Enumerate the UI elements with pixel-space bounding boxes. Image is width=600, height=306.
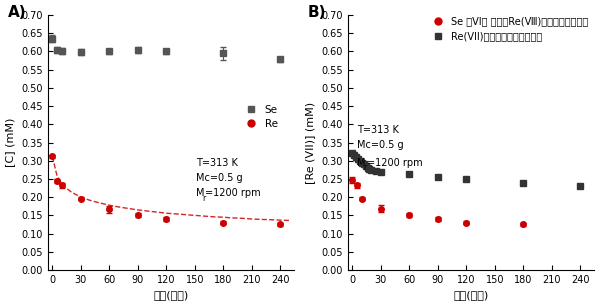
Y-axis label: [C] (mM): [C] (mM) xyxy=(5,118,16,167)
X-axis label: 时间(分钟): 时间(分钟) xyxy=(154,290,188,300)
Y-axis label: [Re (VII)] (mM): [Re (VII)] (mM) xyxy=(305,102,316,184)
Text: Mc=0.5 g: Mc=0.5 g xyxy=(358,140,404,150)
Text: M: M xyxy=(358,158,366,168)
Text: r: r xyxy=(364,163,367,172)
Text: M: M xyxy=(196,188,204,198)
Text: Mc=0.5 g: Mc=0.5 g xyxy=(196,173,242,183)
Legend: Se （VI） 存在下Re(Ⅷ)的吸附动力学曲线, Re(VII)单元素吸附动力学曲线: Se （VI） 存在下Re(Ⅷ)的吸附动力学曲线, Re(VII)单元素吸附动力… xyxy=(425,12,592,45)
Text: r: r xyxy=(202,193,205,203)
Text: B): B) xyxy=(308,5,326,20)
Legend: Se, Re: Se, Re xyxy=(236,101,282,133)
Text: A): A) xyxy=(8,5,27,20)
Text: T=313 K: T=313 K xyxy=(196,158,238,168)
Text: =1200 rpm: =1200 rpm xyxy=(205,188,261,198)
Text: T=313 K: T=313 K xyxy=(358,125,400,135)
Text: =1200 rpm: =1200 rpm xyxy=(367,158,422,168)
X-axis label: 时间(分钟): 时间(分钟) xyxy=(454,290,488,300)
